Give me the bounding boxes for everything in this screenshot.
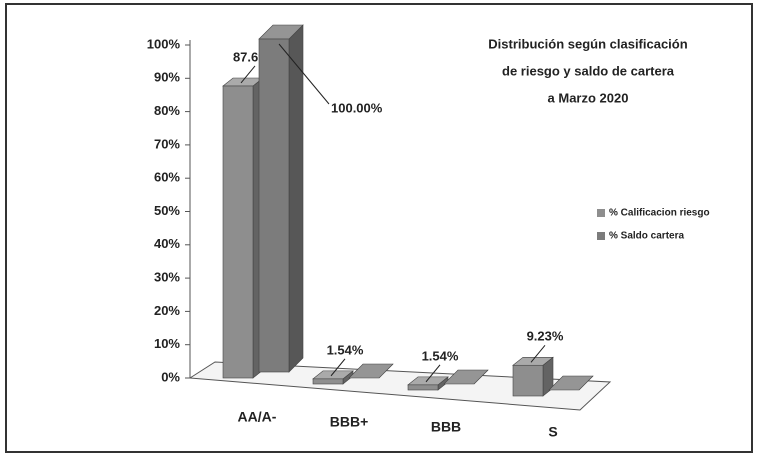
y-tick-label: 30% (154, 270, 180, 285)
y-tick-label: 70% (154, 136, 180, 151)
y-tick-label: 40% (154, 236, 180, 251)
x-tick-label: BBB (431, 419, 461, 435)
bar-side (288, 24, 304, 373)
bar-front (222, 85, 254, 379)
legend-swatch (597, 209, 605, 217)
data-label: 100.00% (331, 100, 383, 115)
data-label: 1.54% (327, 342, 364, 357)
leader-line (330, 358, 346, 377)
y-tick-label: 60% (154, 170, 180, 185)
bar-front (258, 38, 290, 373)
floor (188, 361, 612, 411)
data-label: 1.54% (422, 348, 459, 363)
leader-line (425, 364, 441, 383)
y-tick-label: 80% (154, 103, 180, 118)
chart-title: a Marzo 2020 (548, 90, 629, 105)
data-label: 9.23% (527, 329, 564, 344)
bar-front (512, 364, 544, 397)
bar (512, 356, 554, 397)
chart-title: de riesgo y saldo de cartera (502, 63, 675, 78)
bar (443, 369, 489, 385)
bar (312, 370, 354, 385)
y-tick-label: 0% (161, 369, 180, 384)
bar (222, 77, 264, 379)
y-tick-label: 100% (147, 36, 181, 51)
bar-front (407, 384, 439, 391)
legend-label: % Saldo cartera (609, 231, 684, 242)
x-tick-label: S (548, 424, 557, 440)
legend-label: % Calificacion riesgo (609, 208, 710, 219)
bar-top (548, 375, 594, 391)
bar (258, 24, 304, 373)
bar (548, 375, 594, 391)
bar-top (348, 363, 394, 379)
bar (348, 363, 394, 379)
bar-top (443, 369, 489, 385)
x-tick-label: AA/A- (238, 409, 277, 425)
y-tick-label: 10% (154, 336, 180, 351)
bar-front (312, 378, 344, 385)
y-tick-label: 90% (154, 70, 180, 85)
leader-line (240, 65, 256, 84)
x-tick-label: BBB+ (330, 414, 369, 430)
leader-line (530, 344, 546, 363)
chart-title: Distribución según clasificación (488, 36, 687, 51)
bar (407, 376, 449, 391)
y-tick-label: 50% (154, 203, 180, 218)
leader-line (278, 43, 330, 105)
y-tick-label: 20% (154, 303, 180, 318)
legend-swatch (597, 232, 605, 240)
